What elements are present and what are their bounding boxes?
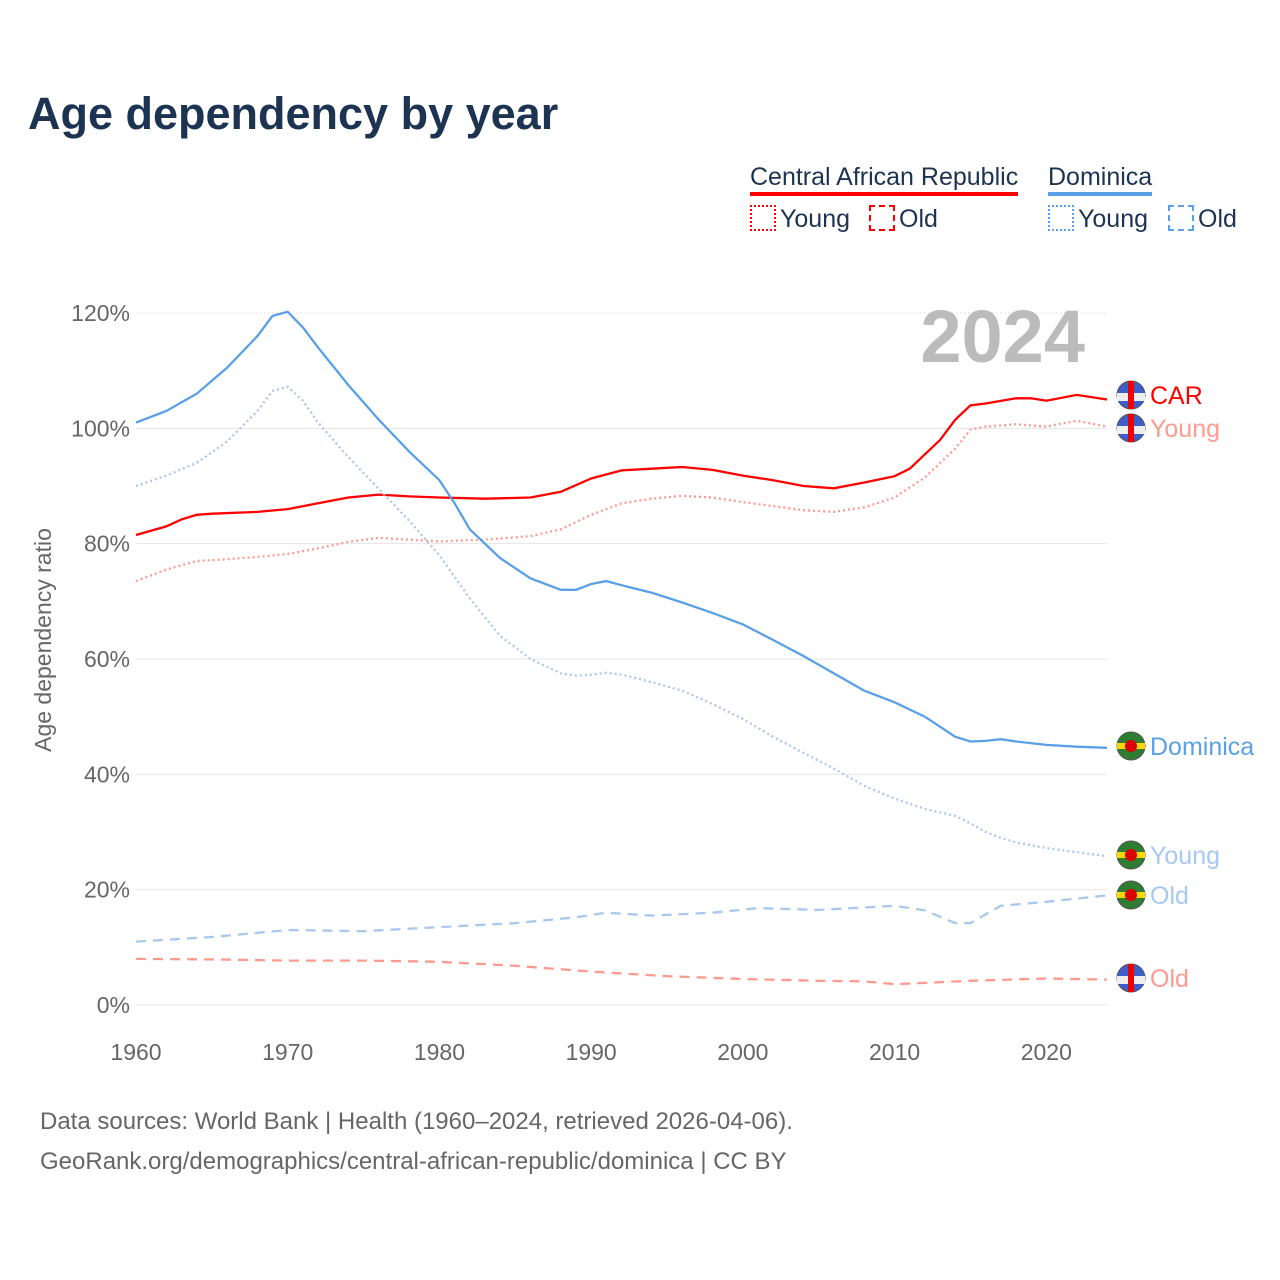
flag-stripe <box>1128 964 1134 992</box>
legend-car: Central African Republic <box>750 163 1019 196</box>
legend-dominica: Dominica <box>1048 163 1153 196</box>
x-tick-label: 2010 <box>869 1039 920 1065</box>
x-tick-label: 2020 <box>1021 1039 1072 1065</box>
end-label: Dominica <box>1150 733 1254 761</box>
x-tick-label: 1990 <box>566 1039 617 1065</box>
flag-emblem <box>1125 889 1137 901</box>
series-line-central-african-republic-old <box>135 957 1108 986</box>
legend-car-old: Old <box>869 205 938 234</box>
y-axis-label: Age dependency ratio <box>30 528 56 752</box>
end-label: Old <box>1150 882 1189 910</box>
end-label: CAR <box>1150 382 1203 410</box>
end-label: Old <box>1150 965 1189 993</box>
year-watermark: 2024 <box>920 295 1085 378</box>
flag-emblem <box>1125 740 1137 752</box>
y-tick-label: 40% <box>84 761 130 787</box>
chart-title: Age dependency by year <box>28 88 559 139</box>
series-line-central-african-republic-young <box>135 419 1108 583</box>
y-tick-label: 60% <box>84 646 130 672</box>
end-label: Young <box>1150 842 1220 870</box>
x-tick-label: 1960 <box>110 1039 161 1065</box>
legend-label: Young <box>780 205 850 233</box>
series-line-dominica-young <box>135 385 1108 858</box>
y-tick-label: 100% <box>71 415 130 441</box>
source-line-2: GeoRank.org/demographics/central-african… <box>40 1148 787 1175</box>
legend-dominica-old: Old <box>1168 205 1237 234</box>
legend-dominica-young: Young <box>1048 205 1148 234</box>
series-line-central-african-republic <box>135 393 1108 537</box>
legend-car-young: Young <box>750 205 850 234</box>
series-line-dominica <box>135 310 1108 749</box>
legend-label: Old <box>899 205 938 233</box>
y-tick-label: 80% <box>84 531 130 557</box>
y-tick-label: 20% <box>84 877 130 903</box>
y-tick-label: 0% <box>97 992 130 1018</box>
legend-label: Young <box>1078 205 1148 233</box>
flag-emblem <box>1125 849 1137 861</box>
x-tick-label: 1970 <box>262 1039 313 1065</box>
x-tick-label: 2000 <box>717 1039 768 1065</box>
legend-label: Old <box>1198 205 1237 233</box>
series-line-dominica-old <box>135 894 1108 943</box>
flag-stripe <box>1128 414 1134 442</box>
x-tick-label: 1980 <box>414 1039 465 1065</box>
flag-stripe <box>1128 381 1134 409</box>
source-line-1: Data sources: World Bank | Health (1960–… <box>40 1108 793 1135</box>
y-tick-label: 120% <box>71 300 130 326</box>
end-label: Young <box>1150 415 1220 443</box>
